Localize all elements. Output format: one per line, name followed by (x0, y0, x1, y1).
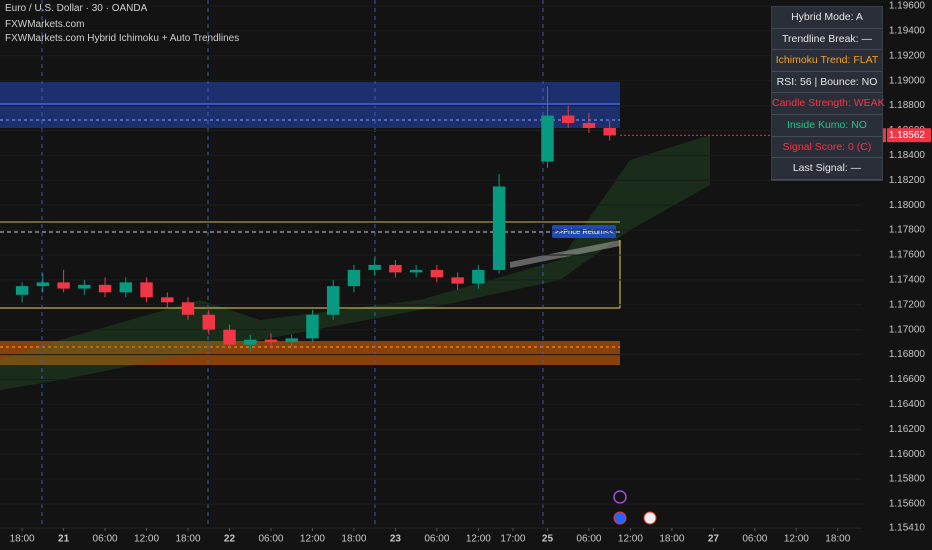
status-row: Candle Strength: WEAK (772, 93, 885, 115)
event-icon (643, 511, 657, 525)
decor: >>Price Return<< (0, 0, 862, 529)
candle-body (368, 264, 381, 270)
candle-body (119, 282, 133, 293)
y-tick-label: 1.17600 (889, 250, 926, 261)
y-tick-label: 1.18400 (889, 150, 926, 161)
y-tick-label: 1.15800 (889, 474, 926, 485)
status-row: Ichimoku Trend: FLAT (772, 50, 882, 72)
status-row: Inside Kumo: NO (772, 115, 882, 137)
demand-zone (0, 341, 620, 365)
status-row: Signal Score: 0 (C) (772, 137, 882, 159)
candle-body (430, 269, 444, 278)
candle-body (98, 284, 112, 293)
x-tick-label: 23 (390, 534, 402, 545)
candle-body (561, 115, 575, 124)
candle-body (15, 286, 29, 295)
projection (510, 240, 620, 268)
x-tick-label: 18:00 (825, 534, 850, 545)
symbol: Euro / U.S. Dollar · 30 · OANDA (5, 3, 148, 14)
candle-body (451, 277, 464, 284)
y-tick-label: 1.18800 (889, 100, 926, 111)
candle-body (78, 284, 91, 289)
status-row: RSI: 56 | Bounce: NO (772, 72, 882, 94)
price-label: 1.18562 (889, 130, 926, 141)
indicator: FXWMarkets.com Hybrid Ichimoku + Auto Tr… (5, 33, 240, 44)
y-tick-label: 1.19200 (889, 50, 926, 61)
status-row: Trendline Break: — (772, 29, 882, 51)
x-tick-label: 06:00 (93, 534, 118, 545)
y-tick-label: 1.17800 (889, 225, 926, 236)
x-tick-label: 21 (58, 534, 70, 545)
y-tick-label: 1.16800 (889, 349, 926, 360)
candle-body (472, 269, 485, 284)
candle-body (202, 314, 215, 330)
x-tick-label: 17:00 (500, 534, 525, 545)
candle-body (541, 115, 554, 162)
x-tick-label: 12:00 (466, 534, 491, 545)
candle-body (389, 264, 402, 273)
candle-body (181, 302, 195, 315)
annotation-box (552, 225, 616, 238)
candle-body (582, 123, 596, 128)
supply-zone (0, 82, 620, 128)
y-tick-label: 1.18000 (889, 200, 926, 211)
y-tick-label: 1.15410 (889, 522, 926, 533)
source: FXWMarkets.com (5, 19, 85, 30)
x-tick-label: 18:00 (176, 534, 201, 545)
x-tick-label: 27 (708, 534, 720, 545)
kumo-cloud (0, 135, 710, 390)
x-tick-label: 12:00 (134, 534, 159, 545)
x-tick-label: 12:00 (784, 534, 809, 545)
candle-body (306, 314, 319, 339)
y-tick-label: 1.15600 (889, 499, 926, 510)
candle-body (347, 269, 361, 287)
x-tick-label: 06:00 (742, 534, 767, 545)
y-tick-label: 1.17400 (889, 275, 926, 286)
x-tick-label: 06:00 (258, 534, 283, 545)
y-tick-label: 1.19600 (889, 1, 926, 12)
x-tick-label: 12:00 (618, 534, 643, 545)
status-row: Last Signal: — (772, 158, 882, 180)
y-tick-label: 1.17200 (889, 299, 926, 310)
candle-body (603, 127, 616, 136)
x-tick-label: 06:00 (424, 534, 449, 545)
candle-body (326, 286, 340, 315)
x-tick-label: 18:00 (341, 534, 366, 545)
y-tick-label: 1.17000 (889, 324, 926, 335)
candle-body (223, 329, 236, 345)
price-tag (887, 128, 931, 143)
x-tick-label: 18:00 (10, 534, 35, 545)
y-tick-label: 1.18200 (889, 175, 926, 186)
y-tick-label: 1.19000 (889, 75, 926, 86)
y-tick-label: 1.16000 (889, 449, 926, 460)
y-tick-label: 1.16200 (889, 424, 926, 435)
x-tick-label: 25 (542, 534, 554, 545)
x-tick-label: 12:00 (300, 534, 325, 545)
candle-body (264, 339, 278, 343)
x-tick-label: 22 (224, 534, 236, 545)
candle-body (36, 282, 50, 287)
y-tick-label: 1.19400 (889, 26, 926, 37)
x-tick-label: 06:00 (576, 534, 601, 545)
candle-body (285, 338, 298, 343)
candle-body (244, 339, 257, 345)
status-row: Hybrid Mode: A (772, 7, 882, 29)
annotation: >>Price Return<< (554, 227, 614, 236)
y-tick-label: 1.16400 (889, 399, 926, 410)
y-tick-label: 1.16600 (889, 374, 926, 385)
status-panel: Hybrid Mode: A Trendline Break: — Ichimoku… (771, 6, 885, 181)
candle-body (140, 282, 153, 298)
event-icon (613, 511, 627, 525)
candle-body (161, 297, 174, 303)
candle-body (492, 186, 506, 270)
candle-body (409, 269, 423, 273)
event-icon (613, 490, 627, 504)
candle-body (57, 282, 70, 289)
x-tick-label: 18:00 (659, 534, 684, 545)
